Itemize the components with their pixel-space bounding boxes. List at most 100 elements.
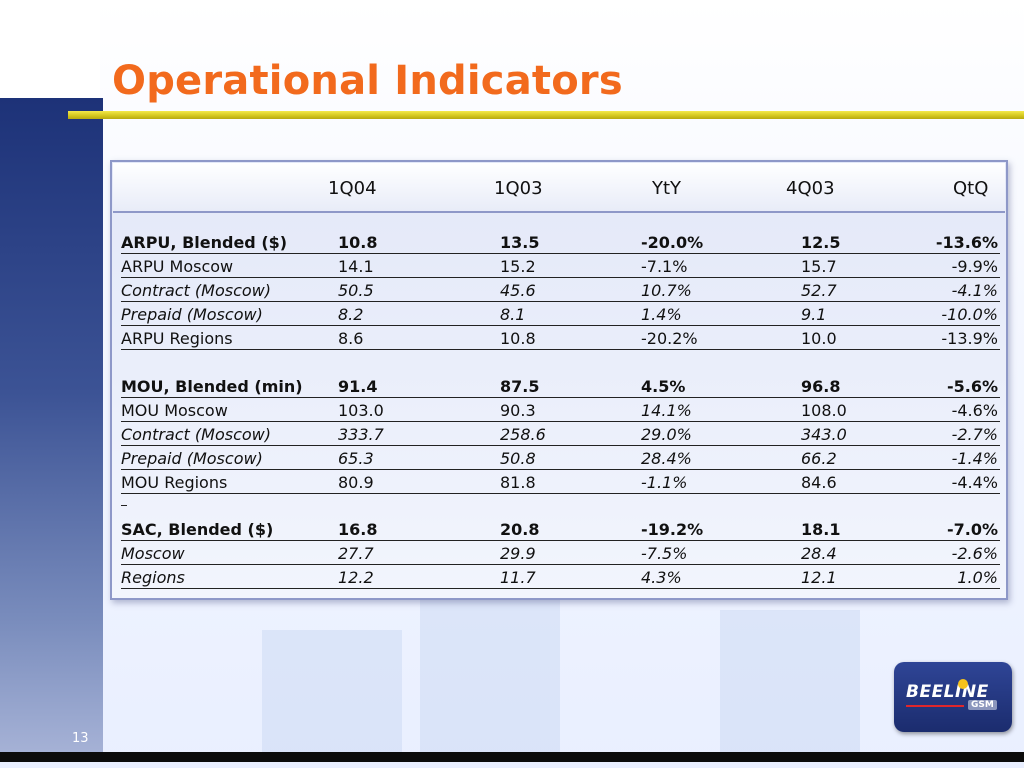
cell-qtq: -4.6% [951,401,998,420]
cell-1q03: 8.1 [500,305,526,324]
side-panel [0,98,103,754]
cell-4q03: 9.1 [801,305,827,324]
cell-1q03: 90.3 [500,401,536,420]
cell-qtq: -10.0% [941,305,998,324]
column-header-1q03: 1Q03 [494,178,543,199]
cell-qtq: -2.6% [951,544,998,563]
cell-1q04: 50.5 [338,281,374,300]
cell-1q04: 65.3 [338,449,374,468]
background-pillar [262,630,402,754]
cell-yty: 28.4% [641,449,692,468]
cell-1q04: 14.1 [338,257,374,276]
table-row: MOU Moscow 103.0 90.3 14.1% 108.0 -4.6% [121,399,1000,423]
cell-4q03: 10.0 [801,329,837,348]
cell-yty: 4.5% [641,377,686,396]
table-row: Contract (Moscow) 50.5 45.6 10.7% 52.7 -… [121,279,1000,303]
cell-4q03: 108.0 [801,401,847,420]
title-underline [68,111,1024,119]
table-row: MOU Regions 80.9 81.8 -1.1% 84.6 -4.4% [121,471,1000,495]
cell-1q04: 333.7 [338,425,384,444]
page-title: Operational Indicators [112,58,623,104]
background-pillar [720,610,860,754]
cell-1q03: 50.8 [500,449,536,468]
row-label: Moscow [121,544,185,563]
cell-qtq: -13.6% [935,233,998,252]
cell-yty: -20.2% [641,329,698,348]
column-header-4q03: 4Q03 [786,178,835,199]
table-row: SAC, Blended ($) 16.8 20.8 -19.2% 18.1 -… [121,518,1000,542]
background-pillar [420,600,560,754]
row-label: ARPU Regions [121,329,233,348]
cell-yty: -19.2% [641,520,704,539]
cell-1q03: 13.5 [500,233,540,252]
bottom-bar [0,752,1024,762]
logo-wordmark: BEELINE [906,682,989,702]
cell-1q03: 15.2 [500,257,536,276]
cell-qtq: -7.0% [946,520,998,539]
cell-1q04: 91.4 [338,377,378,396]
side-top-blank [0,0,100,98]
table-row: Moscow 27.7 29.9 -7.5% 28.4 -2.6% [121,542,1000,566]
cell-1q04: 16.8 [338,520,378,539]
cell-yty: -1.1% [641,473,688,492]
cell-qtq: -9.9% [951,257,998,276]
logo-red-line [906,705,964,707]
cell-1q04: 10.8 [338,233,378,252]
cell-1q03: 45.6 [500,281,536,300]
cell-4q03: 84.6 [801,473,837,492]
logo-gsm-badge: GSM [968,700,997,710]
row-label: ARPU Moscow [121,257,234,276]
table-row: MOU, Blended (min) 91.4 87.5 4.5% 96.8 -… [121,375,1000,399]
row-label: ARPU, Blended ($) [121,233,288,252]
cell-yty: 4.3% [641,568,682,587]
table-row: Prepaid (Moscow) 65.3 50.8 28.4% 66.2 -1… [121,447,1000,471]
cell-1q03: 87.5 [500,377,540,396]
logo-sun-icon [958,679,968,689]
cell-4q03: 96.8 [801,377,841,396]
cell-qtq: -1.4% [951,449,998,468]
cell-1q04: 8.2 [338,305,364,324]
row-label: Prepaid (Moscow) [121,449,263,468]
cell-4q03: 12.1 [801,568,837,587]
table-row: ARPU Moscow 14.1 15.2 -7.1% 15.7 -9.9% [121,255,1000,279]
cell-yty: -7.1% [641,257,688,276]
cell-yty: 29.0% [641,425,692,444]
cell-1q04: 27.7 [338,544,374,563]
cell-1q04: 80.9 [338,473,374,492]
row-label: Prepaid (Moscow) [121,305,263,324]
row-label: Contract (Moscow) [121,281,271,300]
row-label: MOU Moscow [121,401,228,420]
row-label: MOU, Blended (min) [121,377,303,396]
cell-1q04: 12.2 [338,568,374,587]
table-row: ARPU, Blended ($) 10.8 13.5 -20.0% 12.5 … [121,231,1000,255]
column-header-qtq: QtQ [953,178,989,199]
cell-1q03: 10.8 [500,329,536,348]
cell-1q03: 20.8 [500,520,540,539]
cell-4q03: 12.5 [801,233,841,252]
cell-4q03: 18.1 [801,520,841,539]
cell-yty: 1.4% [641,305,682,324]
cell-4q03: 343.0 [801,425,847,444]
cell-1q03: 81.8 [500,473,536,492]
cell-yty: -20.0% [641,233,704,252]
column-header-yty: YtY [652,178,682,199]
cell-yty: 10.7% [641,281,692,300]
cell-4q03: 28.4 [801,544,837,563]
separator-mark [121,505,127,506]
cell-qtq: -4.4% [951,473,998,492]
table-header [113,163,1005,213]
cell-4q03: 15.7 [801,257,837,276]
row-label: MOU Regions [121,473,228,492]
cell-4q03: 52.7 [801,281,837,300]
cell-qtq: 1.0% [957,568,998,587]
cell-1q04: 103.0 [338,401,384,420]
table-row: ARPU Regions 8.6 10.8 -20.2% 10.0 -13.9% [121,327,1000,351]
row-label: Contract (Moscow) [121,425,271,444]
table-row: Regions 12.2 11.7 4.3% 12.1 1.0% [121,566,1000,590]
cell-yty: -7.5% [641,544,688,563]
row-label: Regions [121,568,185,587]
cell-1q04: 8.6 [338,329,364,348]
cell-qtq: -5.6% [946,377,998,396]
column-header-1q04: 1Q04 [328,178,377,199]
cell-qtq: -13.9% [941,329,998,348]
